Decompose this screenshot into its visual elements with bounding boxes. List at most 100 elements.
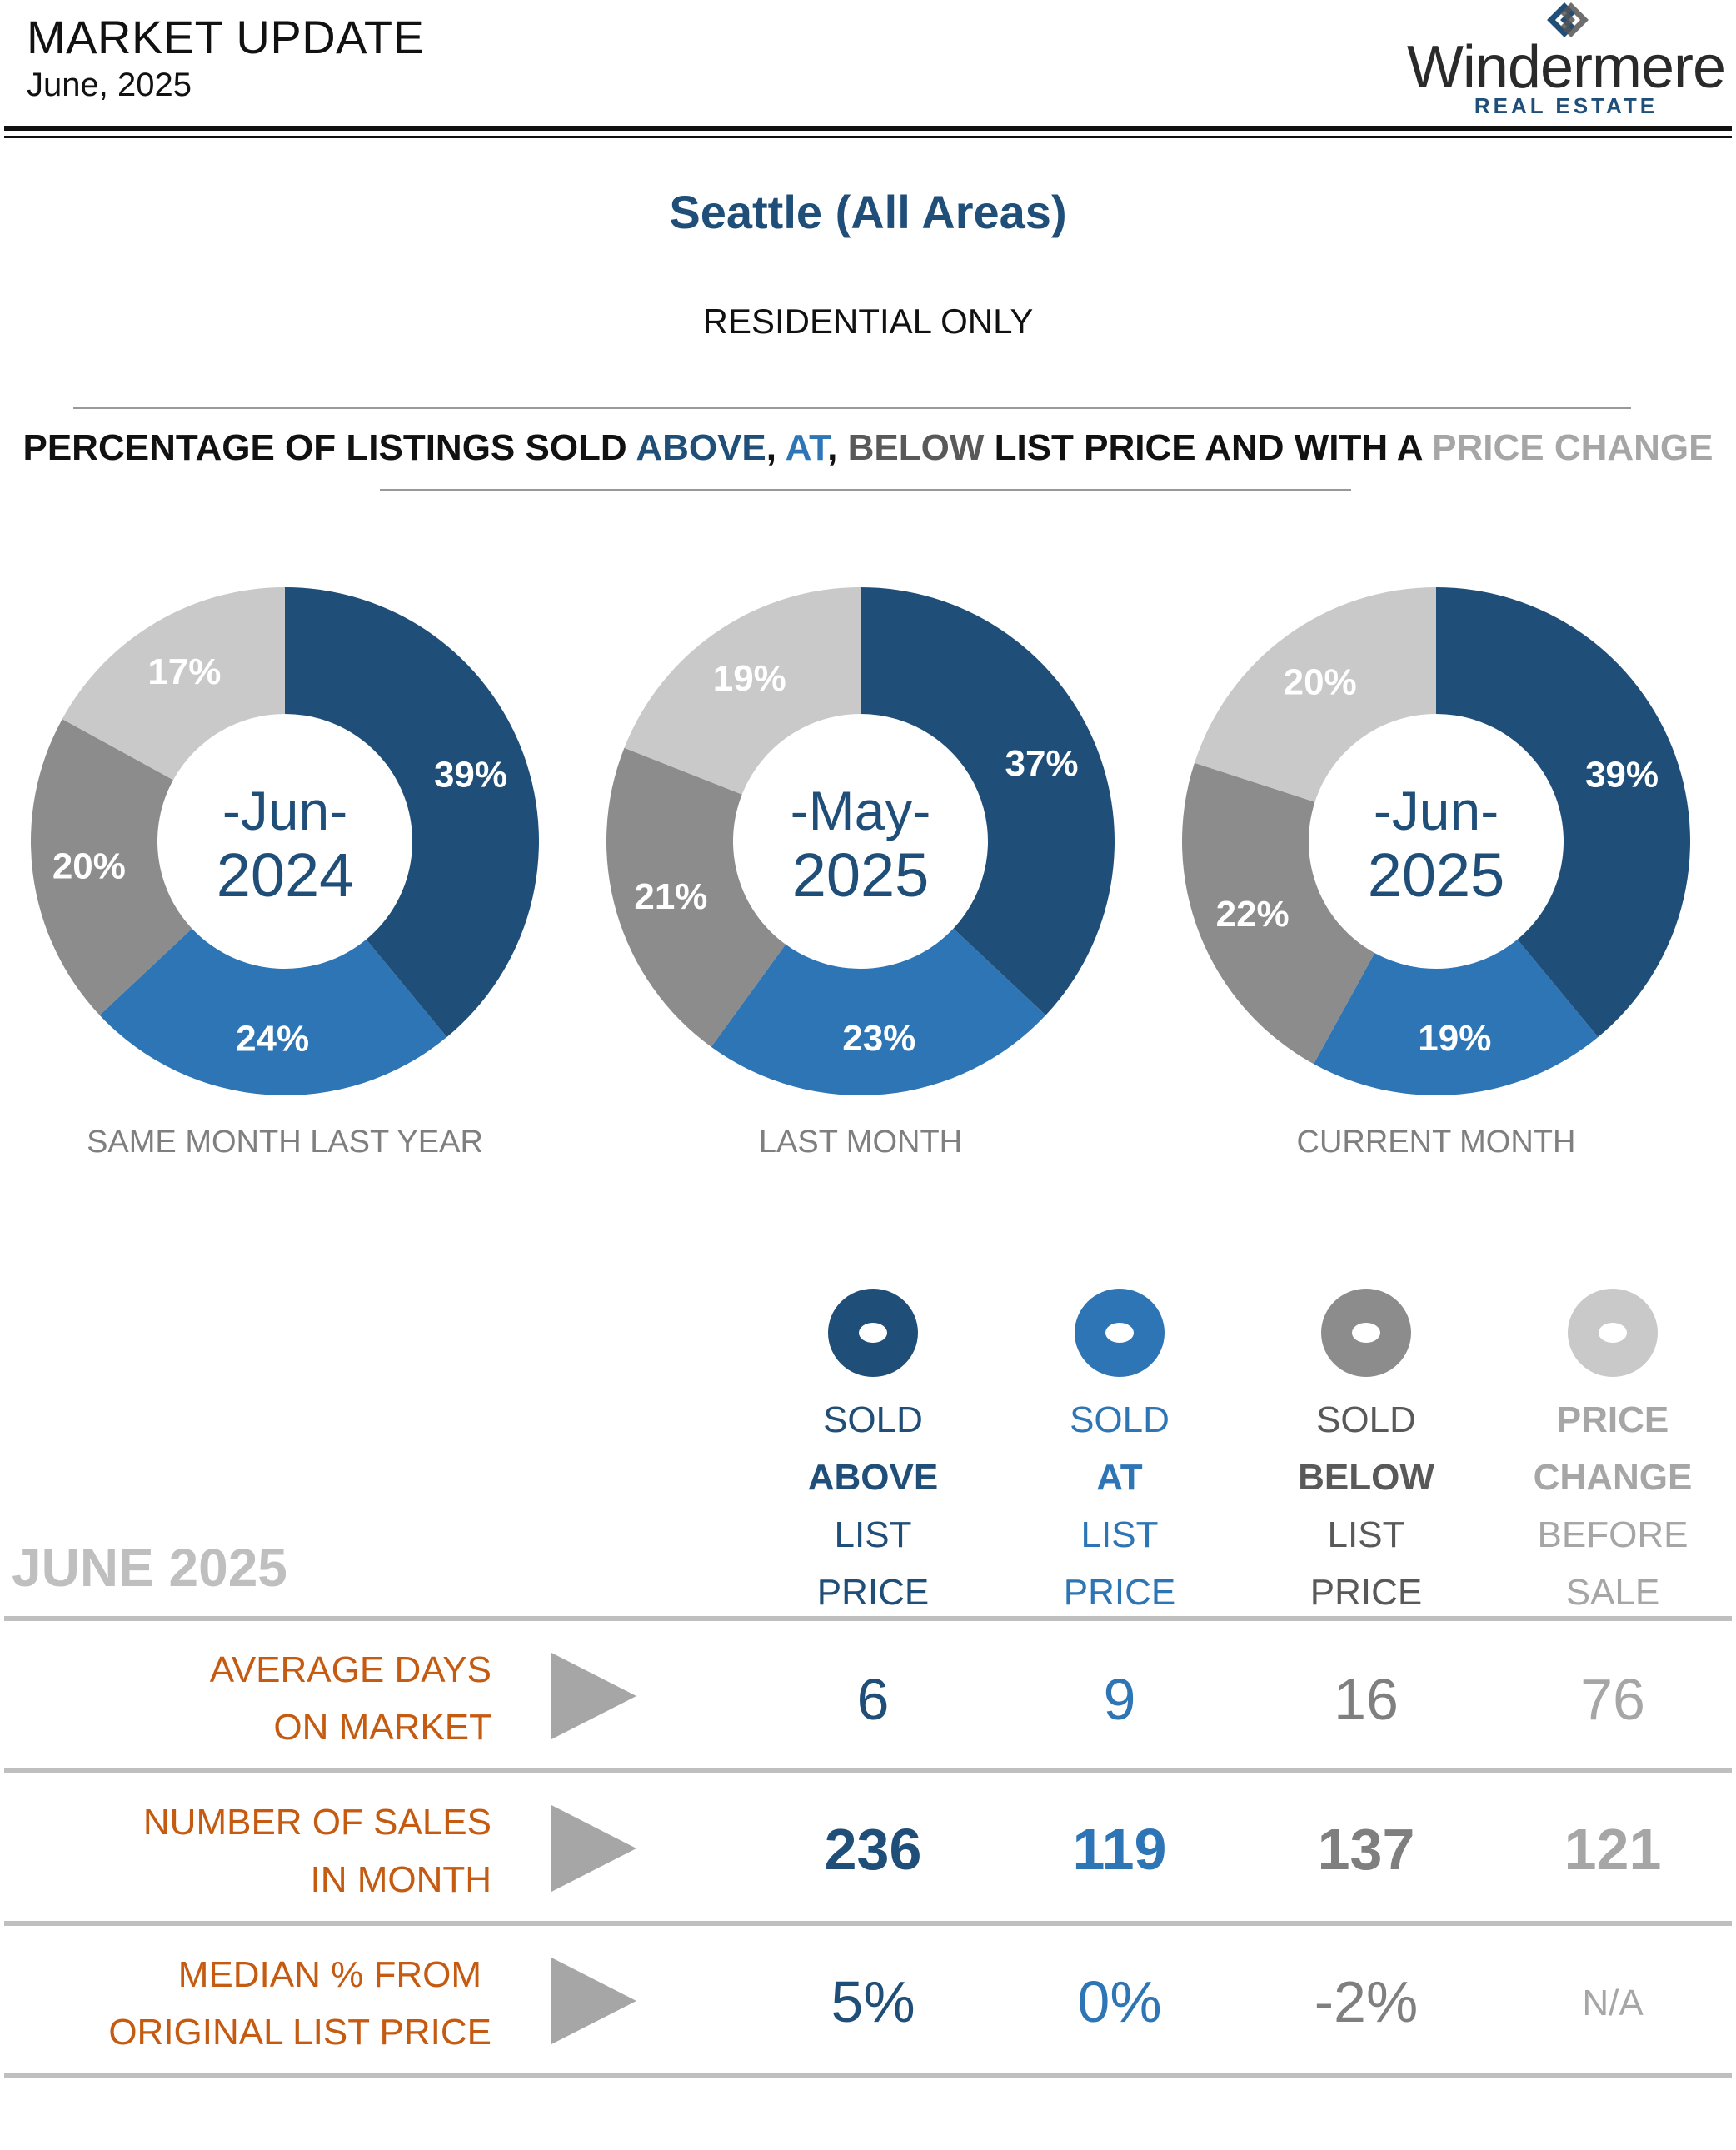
donut-center-month: -Jun- <box>222 780 347 841</box>
chart-caption-same-month-last-year: SAME MONTH LAST YEAR <box>87 1125 483 1160</box>
legend-line: BELOW <box>1298 1457 1434 1498</box>
row-label-line: AVERAGE DAYS <box>209 1649 491 1690</box>
legend-line: PRICE <box>1063 1572 1176 1613</box>
table-rule <box>4 1768 1732 1773</box>
donut-slice-at <box>1314 939 1599 1095</box>
cell-sales-below: 137 <box>1317 1817 1415 1882</box>
header-rule-thin <box>4 136 1732 138</box>
heading-part-sep1: , <box>766 427 786 468</box>
legend-line: SOLD <box>1316 1399 1416 1440</box>
legend-line: CHANGE <box>1533 1457 1693 1498</box>
donut-data-label: 39% <box>1585 755 1659 796</box>
donut-slice-at <box>711 928 1046 1095</box>
donut-slice-at <box>99 928 447 1095</box>
legend-price-change-icon <box>1568 1289 1658 1377</box>
donut-charts: 39%24%20%17%-Jun-202437%23%21%19%-May-20… <box>31 587 1691 1095</box>
legend-line: ABOVE <box>807 1457 939 1498</box>
logo-subtitle: REAL ESTATE <box>1474 93 1659 118</box>
heading-part-mid: LIST PRICE AND WITH A <box>984 427 1433 468</box>
legend-line: SALE <box>1565 1572 1660 1613</box>
heading-part-lead: PERCENTAGE OF LISTINGS SOLD <box>22 427 636 468</box>
donut-data-label: 17% <box>147 651 221 692</box>
donut-slice-below <box>1182 762 1375 1065</box>
report-date: June, 2025 <box>27 67 192 103</box>
row-label-line: IN MONTH <box>310 1859 491 1900</box>
heading-part-below: BELOW <box>847 427 985 468</box>
chart-caption-current-month: CURRENT MONTH <box>1296 1125 1576 1160</box>
legend-line: PRICE <box>1556 1399 1669 1440</box>
donut-data-label: 19% <box>1418 1018 1491 1059</box>
donut-center-year: 2025 <box>1368 841 1505 910</box>
cell-median-below: -2% <box>1314 1969 1419 2034</box>
donut-slice-above <box>1436 587 1691 1038</box>
legend-at-icon <box>1075 1289 1165 1377</box>
donut-data-label: 23% <box>842 1018 915 1059</box>
table-rule <box>4 1616 1732 1621</box>
row-label-number-of-sales: NUMBER OF SALES IN MONTH <box>0 1793 491 1908</box>
cell-median-price-change: N/A <box>1582 1983 1644 2023</box>
cell-days-price-change: 76 <box>1580 1667 1645 1732</box>
chart-heading: PERCENTAGE OF LISTINGS SOLD ABOVE, AT, B… <box>0 427 1736 469</box>
cell-days-below: 16 <box>1334 1667 1399 1732</box>
chart-caption-last-month: LAST MONTH <box>758 1125 963 1160</box>
report-subtitle: RESIDENTIAL ONLY <box>702 302 1034 341</box>
section-rule-bottom <box>380 489 1351 491</box>
legend-line: PRICE <box>1309 1572 1423 1613</box>
row-label-line: NUMBER OF SALES <box>142 1802 491 1843</box>
cell-days-above: 6 <box>856 1667 890 1732</box>
row-arrow-icon <box>551 1958 636 2044</box>
donut-data-label: 20% <box>52 846 126 887</box>
table-period-label: JUNE 2025 <box>12 1538 287 1598</box>
legend-label-at: SOLD AT LIST PRICE <box>995 1391 1245 1621</box>
cell-median-at: 0% <box>1077 1969 1162 2034</box>
donut-data-label: 21% <box>634 876 707 917</box>
row-label-median-percent: MEDIAN % FROM ORIGINAL LIST PRICE <box>0 1946 491 2061</box>
section-rule-top <box>73 407 1631 409</box>
legend-line: LIST <box>834 1514 912 1555</box>
donut-center-year: 2024 <box>217 841 354 910</box>
legend-line: PRICE <box>816 1572 930 1613</box>
donut-data-label: 20% <box>1284 661 1357 702</box>
legend-line: SOLD <box>1070 1399 1170 1440</box>
row-arrow-icon <box>551 1805 636 1892</box>
legend-label-above: SOLD ABOVE LIST PRICE <box>748 1391 998 1621</box>
donut-slice-price-change <box>624 587 861 795</box>
cell-sales-above: 236 <box>824 1817 922 1882</box>
legend-line: LIST <box>1080 1514 1159 1555</box>
table-rule <box>4 1921 1732 1926</box>
row-arrow-icon <box>551 1653 636 1739</box>
legend-label-price-change: PRICE CHANGE BEFORE SALE <box>1488 1391 1736 1621</box>
windermere-logo: Windermere REAL ESTATE <box>1399 0 1733 125</box>
row-label-line: ORIGINAL LIST PRICE <box>0 2003 491 2061</box>
header-rule-thick <box>4 126 1732 131</box>
heading-part-above: ABOVE <box>636 427 766 468</box>
donut-data-label: 37% <box>1005 743 1078 784</box>
donut-slice-below <box>31 719 192 1015</box>
logo-wordmark: Windermere <box>1406 34 1726 101</box>
cell-sales-price-change: 121 <box>1564 1817 1662 1882</box>
donut-slice-above <box>861 587 1115 1015</box>
logo-mark-icon <box>1547 2 1589 37</box>
donut-data-label: 39% <box>434 755 507 796</box>
legend-line: BEFORE <box>1537 1514 1689 1555</box>
legend-label-below: SOLD BELOW LIST PRICE <box>1241 1391 1491 1621</box>
donut-slice-above <box>285 587 539 1038</box>
row-label-line: ON MARKET <box>273 1707 491 1748</box>
row-label-line-text: ORIGINAL LIST PRICE <box>108 2012 491 2053</box>
donut-data-label: 24% <box>236 1019 309 1060</box>
donut-slice-below <box>606 747 786 1047</box>
heading-part-price-change: PRICE CHANGE <box>1432 427 1714 468</box>
legend-line: LIST <box>1327 1514 1405 1555</box>
legend-below-icon <box>1321 1289 1411 1377</box>
donut-slice-price-change <box>62 587 285 781</box>
heading-part-at: AT <box>785 427 828 468</box>
donut-data-label: 19% <box>713 658 786 699</box>
donut-data-label: 22% <box>1216 894 1290 935</box>
donut-slice-price-change <box>1194 587 1436 802</box>
row-label-average-days: AVERAGE DAYS ON MARKET <box>0 1641 491 1756</box>
report-title: MARKET UPDATE <box>27 11 425 63</box>
donut-center-month: -Jun- <box>1374 780 1499 841</box>
legend-line: SOLD <box>823 1399 923 1440</box>
heading-part-sep2: , <box>827 427 848 468</box>
cell-days-at: 9 <box>1103 1667 1136 1732</box>
